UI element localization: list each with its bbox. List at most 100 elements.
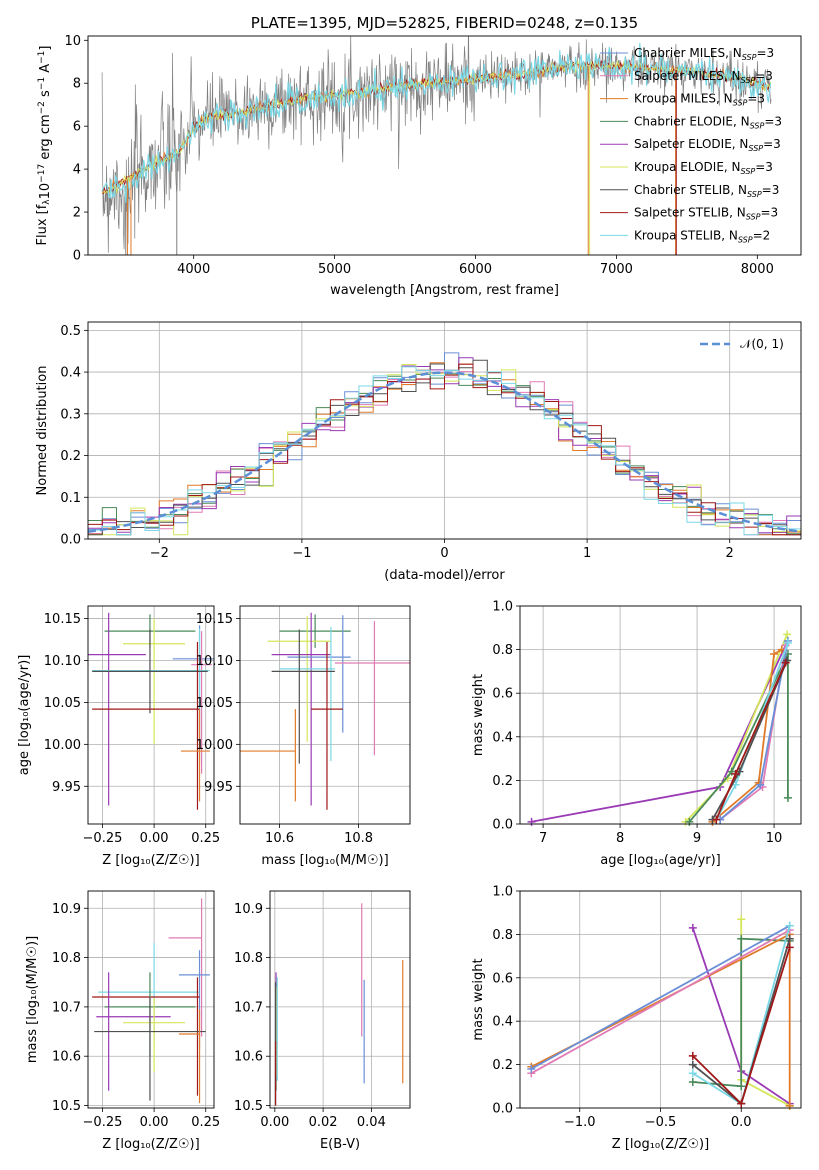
y-label-part: A xyxy=(38,64,53,77)
x-tick-label: 10.8 xyxy=(344,831,373,846)
legend-label-sub: SSP xyxy=(733,99,748,108)
legend-label-sub: SSP xyxy=(746,213,761,222)
legend-label-sub: SSP xyxy=(748,144,763,153)
y-tick-label: 6 xyxy=(73,120,81,135)
x-tick-label: 0.00 xyxy=(140,1115,169,1130)
legend-label-tail: =3 xyxy=(764,114,782,128)
y-tick-label: 0.2 xyxy=(492,1058,513,1073)
chart-title: PLATE=1395, MJD=52825, FIBERID=0248, z=0… xyxy=(251,14,638,32)
marker-kroupa_elodie xyxy=(783,630,792,639)
y-axis-label: mass weight xyxy=(471,958,486,1040)
x-tick-label: 10.6 xyxy=(265,831,294,846)
y-label-part: Flux [f xyxy=(35,204,50,245)
legend-label-main: Salpeter MILES, N xyxy=(634,69,741,83)
legend-label: Chabrier ELODIE, NSSP=3 xyxy=(634,114,782,130)
y-tick-label: 10.05 xyxy=(44,696,81,711)
legend-label: 𝒩(0, 1) xyxy=(740,337,784,351)
marker-salpeter_stelib xyxy=(781,658,790,667)
mass_vs_Z-panel: −0.25 0.00 0.25 10.5 10.6 10.7 10.8 10.9 Z [log₁… xyxy=(25,890,220,1152)
legend-label: Chabrier STELIB, NSSP=3 xyxy=(634,183,779,199)
y-tick-label: 10.7 xyxy=(234,1000,263,1015)
marker-chabrier_stelib xyxy=(785,934,794,943)
x-tick-label: 4000 xyxy=(177,262,210,277)
y-tick-label: 1.0 xyxy=(492,885,513,900)
x-tick-label: 6000 xyxy=(459,262,492,277)
legend-label-main: Kroupa STELIB, N xyxy=(634,228,738,242)
y-tick-label: 10.05 xyxy=(196,696,233,711)
y-tick-label: 0.4 xyxy=(60,366,81,381)
legend-label: Salpeter MILES, NSSP=3 xyxy=(634,69,773,85)
axes-frame xyxy=(519,890,802,1109)
y-tick-label: 0.1 xyxy=(60,491,81,506)
marker-salpeter_elodie xyxy=(688,923,697,932)
y-tick-label: 9.95 xyxy=(52,780,81,795)
marker-kroupa_elodie xyxy=(737,915,746,924)
y-tick-label: 0.4 xyxy=(492,1015,513,1030)
legend-label: Kroupa STELIB, NSSP=2 xyxy=(634,228,770,244)
y-tick-label: 10 xyxy=(64,34,81,49)
y-tick-label: 0.0 xyxy=(492,1102,513,1117)
axes-frame xyxy=(269,890,411,1109)
y-tick-label: 4 xyxy=(73,163,81,178)
x-tick-label: 7 xyxy=(539,831,547,846)
y-tick-label: 0.6 xyxy=(492,971,513,986)
x-axis-label: (data-model)/error xyxy=(384,568,505,583)
series-line-chabrier_miles xyxy=(530,924,791,1070)
y-tick-label: 0.4 xyxy=(492,730,513,745)
y-tick-label: 0.3 xyxy=(60,407,81,422)
marker-kroupa_stelib xyxy=(688,1069,697,1078)
x-axis-label: Z [log₁₀(Z/Z☉)] xyxy=(612,1137,709,1152)
marker-kroupa_stelib xyxy=(783,639,792,648)
x-tick-label: 0.00 xyxy=(260,1115,289,1130)
y-tick-label: 2 xyxy=(73,206,81,221)
legend-label-tail: =3 xyxy=(755,160,773,174)
x-axis-label: age [log₁₀(age/yr)] xyxy=(600,853,721,868)
legend-label-main: Chabrier STELIB, N xyxy=(634,183,747,197)
legend-label-main: Kroupa ELODIE, N xyxy=(634,160,741,174)
marker-chabrier_elodie xyxy=(688,1077,697,1086)
legend-label: Salpeter STELIB, NSSP=3 xyxy=(634,206,778,222)
marker-chabrier_elodie xyxy=(737,1082,746,1091)
y-tick-label: 0 xyxy=(73,249,81,264)
y-tick-label: 10.9 xyxy=(234,902,263,917)
y-tick-label: 0.8 xyxy=(492,643,513,658)
marker-chabrier_miles xyxy=(527,1064,536,1073)
y-tick-label: 10.8 xyxy=(52,951,81,966)
x-axis-label: Z [log₁₀(Z/Z☉)] xyxy=(102,1137,199,1152)
y-label-part: erg cm xyxy=(38,114,53,163)
x-tick-label: 8 xyxy=(616,831,624,846)
legend-label: Chabrier MILES, NSSP=3 xyxy=(634,46,774,62)
x-tick-label: 10 xyxy=(766,831,783,846)
age_vs_mass-panel: 10.6 10.8 9.95 10.00 10.05 10.10 10.15 mass [lo… xyxy=(196,605,411,868)
legend-label-main: Salpeter ELODIE, N xyxy=(634,137,748,151)
x-tick-label: −0.25 xyxy=(83,831,123,846)
x-tick-label: 5000 xyxy=(318,262,351,277)
x-tick-label: 0.0 xyxy=(731,1115,752,1130)
legend-label: Kroupa MILES, NSSP=3 xyxy=(634,92,765,108)
y-tick-label: 0.0 xyxy=(60,533,81,548)
legend-label-sub: SSP xyxy=(741,167,756,176)
residuals-panel: −2 −1 0 1 2 0.0 0.1 0.2 0.3 0.4 0.5 𝒩(0, 1) (data-mo… xyxy=(35,321,802,583)
y-tick-label: 9.95 xyxy=(204,780,233,795)
y-tick-label: 10.15 xyxy=(196,612,233,627)
y-tick-label: 10.8 xyxy=(234,951,263,966)
legend-label-sub: SSP xyxy=(747,190,762,199)
y-label-part: −2 xyxy=(37,101,47,114)
y-tick-label: 10.10 xyxy=(44,654,81,669)
y-label-part: s xyxy=(38,90,53,101)
x-tick-label: −0.5 xyxy=(645,1115,677,1130)
y-tick-label: 10.5 xyxy=(52,1099,81,1114)
y-tick-label: 0.8 xyxy=(492,928,513,943)
legend-label-sub: SSP xyxy=(738,235,753,244)
legend-label-main: Chabrier MILES, N xyxy=(634,46,742,60)
marker-salpeter_stelib xyxy=(785,943,794,952)
legend-label-main: Salpeter STELIB, N xyxy=(634,206,746,220)
x-tick-label: −0.25 xyxy=(83,1115,123,1130)
marker-salpeter_stelib xyxy=(731,769,740,778)
marker-kroupa_miles xyxy=(770,649,779,658)
legend-label-tail: =3 xyxy=(756,46,774,60)
marker-chabrier_elodie xyxy=(685,817,694,826)
y-tick-label: 0.5 xyxy=(60,324,81,339)
marker-salpeter_stelib xyxy=(737,1099,746,1108)
massweight_vs_age-panel: 7 8 9 10 0.0 0.2 0.4 0.6 0.8 1.0 age [log₁₀(age/yr… xyxy=(471,600,802,868)
